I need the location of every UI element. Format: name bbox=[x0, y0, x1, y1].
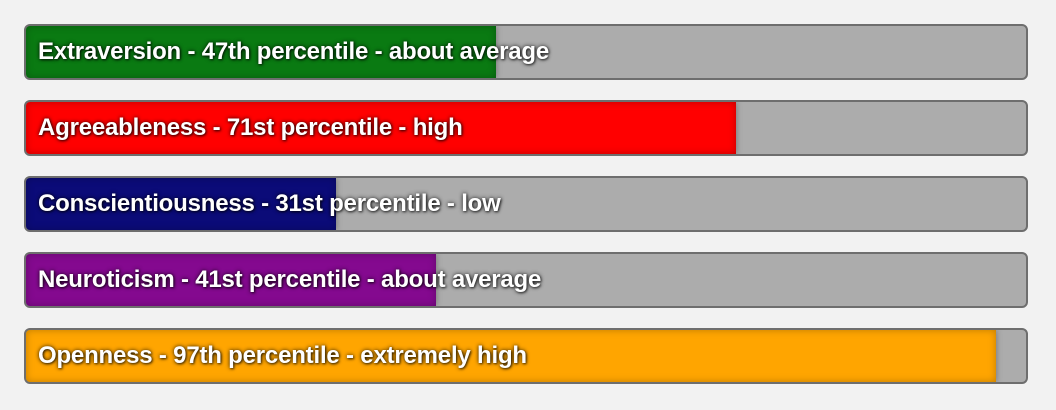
trait-fill-conscientiousness bbox=[26, 178, 336, 230]
trait-label-conscientiousness: Conscientiousness - 31st percentile - lo… bbox=[38, 190, 501, 217]
trait-label-agreeableness: Agreeableness - 71st percentile - high bbox=[38, 114, 463, 141]
trait-fill-extraversion bbox=[26, 26, 496, 78]
trait-label-openness: Openness - 97th percentile - extremely h… bbox=[38, 342, 527, 369]
trait-fill-agreeableness bbox=[26, 102, 736, 154]
trait-label-neuroticism: Neuroticism - 41st percentile - about av… bbox=[38, 266, 542, 293]
trait-fill-neuroticism bbox=[26, 254, 436, 306]
trait-bar-extraversion: Extraversion - 47th percentile - about a… bbox=[24, 24, 1028, 80]
trait-bar-neuroticism: Neuroticism - 41st percentile - about av… bbox=[24, 252, 1028, 308]
trait-bar-conscientiousness: Conscientiousness - 31st percentile - lo… bbox=[24, 176, 1028, 232]
trait-label-extraversion: Extraversion - 47th percentile - about a… bbox=[38, 38, 549, 65]
trait-fill-openness bbox=[26, 330, 996, 382]
trait-bar-openness: Openness - 97th percentile - extremely h… bbox=[24, 328, 1028, 384]
trait-bar-agreeableness: Agreeableness - 71st percentile - high bbox=[24, 100, 1028, 156]
